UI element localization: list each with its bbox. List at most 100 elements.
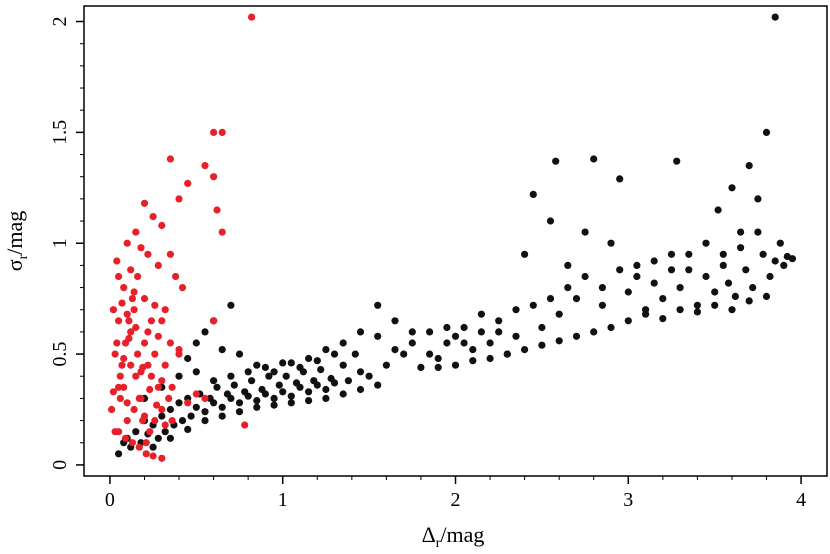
- red-point: [165, 394, 173, 402]
- red-point: [128, 439, 136, 447]
- red-point: [109, 306, 117, 314]
- black-point: [737, 228, 745, 236]
- red-point: [192, 390, 200, 398]
- red-point: [113, 257, 121, 265]
- red-point: [140, 339, 149, 347]
- black-point: [391, 346, 399, 354]
- red-point: [120, 284, 128, 292]
- black-point: [417, 363, 425, 371]
- black-point: [235, 350, 244, 358]
- red-point: [123, 399, 131, 407]
- black-point: [521, 346, 529, 354]
- black-point: [313, 357, 321, 365]
- black-point: [391, 317, 399, 325]
- black-point: [201, 417, 209, 425]
- black-point: [210, 399, 218, 407]
- red-point: [111, 350, 119, 358]
- black-point: [469, 357, 477, 365]
- red-point: [184, 179, 192, 187]
- red-point: [172, 272, 180, 281]
- black-point: [365, 372, 373, 380]
- black-point: [685, 250, 693, 258]
- black-point: [693, 308, 702, 316]
- red-point: [128, 295, 136, 303]
- red-point: [116, 394, 124, 402]
- black-point: [192, 403, 200, 411]
- black-point: [253, 397, 261, 405]
- black-point: [115, 450, 123, 458]
- black-point: [771, 257, 779, 265]
- black-point: [356, 385, 365, 394]
- black-point: [552, 157, 560, 165]
- black-point: [451, 361, 460, 369]
- black-point: [477, 310, 485, 318]
- red-point: [153, 401, 161, 409]
- x-tick-label: 3: [623, 489, 633, 511]
- black-point: [201, 408, 209, 416]
- y-axis-title: σr/mag: [2, 211, 31, 272]
- black-point: [175, 399, 183, 407]
- black-point: [192, 368, 200, 376]
- red-point: [109, 388, 117, 396]
- black-point: [235, 399, 244, 407]
- y-tick-label: 1.5: [49, 120, 71, 145]
- black-point: [192, 339, 200, 347]
- red-point: [201, 162, 209, 170]
- black-point: [650, 257, 658, 265]
- black-point: [265, 372, 273, 380]
- black-point: [659, 295, 667, 303]
- red-point: [140, 295, 149, 303]
- black-point: [166, 405, 174, 414]
- black-point: [737, 244, 745, 252]
- black-point: [776, 239, 784, 247]
- red-point: [210, 128, 218, 136]
- black-point: [374, 301, 382, 309]
- black-point: [780, 261, 788, 269]
- black-point: [248, 377, 256, 385]
- black-point: [572, 295, 581, 303]
- black-point: [322, 385, 330, 394]
- red-point: [130, 405, 138, 414]
- red-point: [123, 417, 131, 425]
- black-point: [607, 323, 615, 332]
- red-point: [140, 199, 149, 207]
- x-tick-label: 4: [796, 489, 806, 511]
- black-point: [572, 332, 581, 340]
- black-point: [762, 128, 771, 136]
- black-point: [546, 295, 555, 303]
- black-point: [486, 339, 494, 347]
- black-point: [624, 288, 632, 296]
- black-point: [719, 250, 727, 258]
- black-point: [742, 266, 750, 274]
- red-point: [118, 361, 126, 369]
- red-point: [132, 372, 140, 380]
- black-point: [724, 279, 733, 287]
- red-point: [135, 394, 143, 402]
- red-point: [127, 328, 135, 336]
- red-point: [166, 250, 174, 258]
- red-point: [111, 428, 119, 436]
- red-point: [210, 317, 218, 325]
- red-point: [130, 288, 138, 296]
- black-point: [218, 412, 226, 420]
- black-point: [434, 363, 442, 371]
- black-point: [201, 328, 209, 336]
- black-point: [178, 417, 187, 425]
- black-point: [161, 428, 169, 436]
- black-point: [590, 328, 598, 336]
- black-point: [296, 363, 304, 371]
- black-point: [218, 403, 226, 411]
- black-point: [745, 297, 753, 305]
- red-point: [118, 299, 126, 307]
- black-point: [521, 250, 529, 258]
- black-point: [356, 328, 365, 336]
- black-point: [512, 306, 520, 314]
- red-point: [161, 306, 169, 314]
- black-point: [616, 175, 624, 183]
- black-point: [287, 399, 295, 407]
- x-tick-label: 1: [278, 489, 288, 511]
- black-point: [339, 361, 347, 369]
- black-point: [253, 361, 261, 369]
- black-point: [598, 284, 607, 292]
- black-point: [244, 392, 252, 400]
